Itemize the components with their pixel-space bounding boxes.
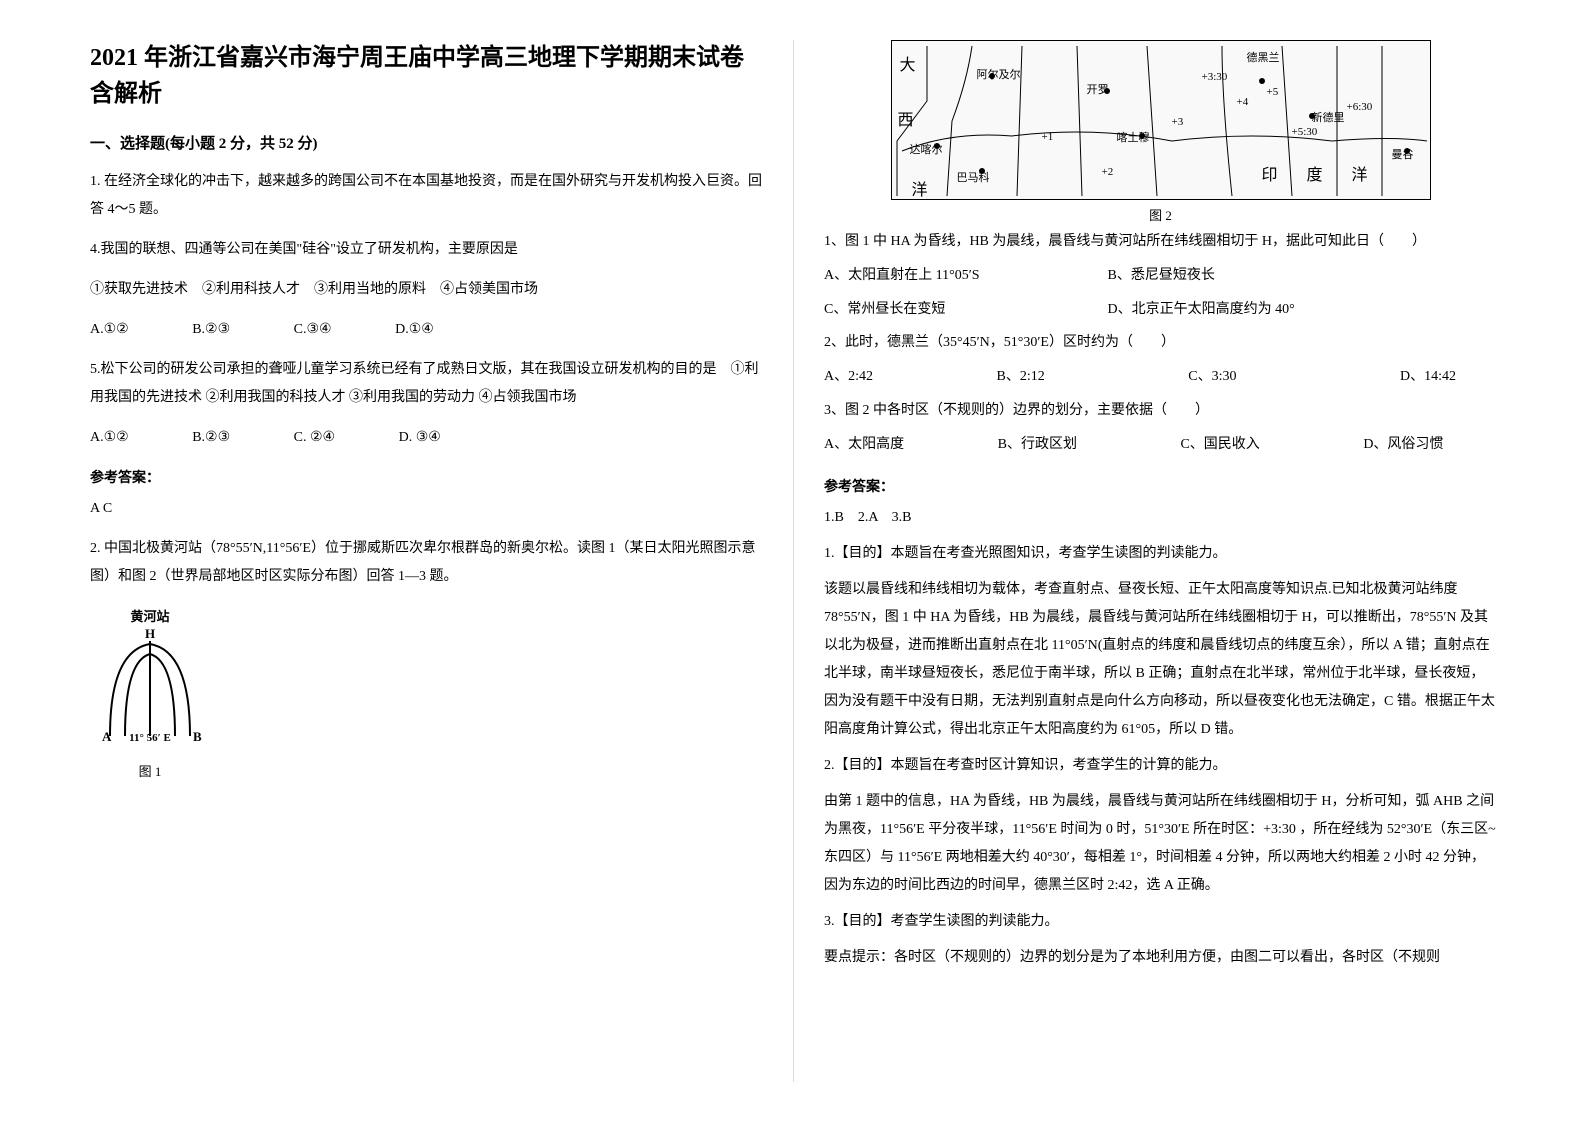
- map-label-plus630: +6:30: [1347, 101, 1373, 113]
- sub-q2-b: B、2:12: [997, 362, 1045, 393]
- section-1-header: 一、选择题(每小题 2 分，共 52 分): [90, 132, 763, 153]
- q4-opt-d: D.①④: [395, 316, 434, 344]
- sub-q1-a: A、太阳直射在上 11°05′S: [824, 261, 1104, 292]
- map-label-cairo: 开罗: [1087, 81, 1109, 97]
- sub-q3-opts: A、太阳高度 B、行政区划 C、国民收入 D、风俗习惯: [824, 430, 1497, 461]
- explain1-body: 该题以晨昏线和纬线相切为载体，考查直射点、昼夜长短、正午太阳高度等知识点.已知北…: [824, 576, 1497, 744]
- sub-q1-d: D、北京正午太阳高度约为 40°: [1108, 302, 1295, 317]
- sub-q3-b: B、行政区划: [998, 430, 1077, 461]
- sub-q1: 1、图 1 中 HA 为昏线，HB 为晨线，晨昏线与黄河站所在纬线圈相切于 H，…: [824, 227, 1497, 258]
- map-label-alger: 阿尔及尔: [977, 66, 1021, 82]
- map-label-khartoum: 喀土穆: [1117, 129, 1150, 145]
- answer-1: A C: [90, 495, 763, 523]
- map-label-plus3: +3: [1172, 116, 1184, 128]
- map-label-plus5: +5: [1267, 86, 1279, 98]
- map-label-plus2: +2: [1102, 166, 1114, 178]
- sub-q2-a: A、2:42: [824, 362, 873, 393]
- sub-q1-opts-cd: C、常州昼长在变短 D、北京正午太阳高度约为 40°: [824, 295, 1497, 326]
- q4-opt-a: A.①②: [90, 316, 129, 344]
- sub-q1-opts-ab: A、太阳直射在上 11°05′S B、悉尼昼短夜长: [824, 261, 1497, 292]
- sub-q3-c: C、国民收入: [1180, 430, 1259, 461]
- explain1-title: 1.【目的】本题旨在考查光照图知识，考查学生读图的判读能力。: [824, 540, 1497, 568]
- answers-line: 1.B 2.A 3.B: [824, 504, 1497, 532]
- fig1-label-bottom: 11° 56′ E: [129, 732, 171, 744]
- sub-q2: 2、此时，德黑兰（35°45′N，51°30′E）区时约为（ ）: [824, 328, 1497, 359]
- figure-2-caption: 图 2: [824, 205, 1497, 224]
- map-label-bamako: 巴马科: [957, 169, 990, 185]
- map-label-xi: 西: [898, 106, 914, 130]
- map-label-plus1: +1: [1042, 131, 1054, 143]
- answer-label-1: 参考答案：: [90, 467, 763, 487]
- figure-2: 大 西 洋 阿尔及尔 达喀尔 巴马科 开罗 喀土穆 +1 +2 +3 +3:30…: [824, 40, 1497, 224]
- explain3-body: 要点提示：各时区（不规则的）边界的划分是为了本地利用方便，由图二可以看出，各时区…: [824, 944, 1497, 972]
- fig1-label-a: A: [102, 729, 112, 744]
- map-label-plus4: +4: [1237, 96, 1249, 108]
- q4-text: 4.我国的联想、四通等公司在美国"硅谷"设立了研发机构，主要原因是: [90, 236, 763, 264]
- map-label-yin: 印: [1262, 161, 1278, 185]
- map-label-da: 大: [900, 51, 916, 75]
- sub-q3-a: A、太阳高度: [824, 430, 904, 461]
- figure-2-map: 大 西 洋 阿尔及尔 达喀尔 巴马科 开罗 喀土穆 +1 +2 +3 +3:30…: [891, 40, 1431, 200]
- map-label-delhi: 新德里: [1312, 109, 1345, 125]
- map-label-dakar: 达喀尔: [910, 141, 943, 157]
- map-label-yang2: 洋: [1352, 161, 1368, 185]
- q5-opt-b: B.②③: [192, 424, 230, 452]
- q4-opt-b: B.②③: [192, 316, 230, 344]
- q4-opt-c: C.③④: [294, 316, 332, 344]
- exam-title: 2021 年浙江省嘉兴市海宁周王庙中学高三地理下学期期末试卷含解析: [90, 40, 763, 112]
- map-label-plus530: +5:30: [1292, 126, 1318, 138]
- sub-q2-opts: A、2:42 B、2:12 C、3:30 D、14:42: [824, 362, 1497, 393]
- q5-options: A.①② B.②③ C. ②④ D. ③④: [90, 424, 763, 452]
- fig1-label-top: 黄河站: [130, 609, 169, 624]
- sub-q1-b: B、悉尼昼短夜长: [1108, 268, 1215, 283]
- sub-q1-c: C、常州昼长在变短: [824, 295, 1104, 326]
- map-label-tehran: 德黑兰: [1247, 49, 1280, 65]
- sub-q2-d: D、14:42: [1400, 369, 1456, 384]
- explain2-title: 2.【目的】本题旨在考查时区计算知识，考查学生的计算的能力。: [824, 752, 1497, 780]
- figure-1: 黄河站 H A B 11° 56′ E 图 1: [90, 606, 763, 780]
- q1-intro: 1. 在经济全球化的冲击下，越来越多的跨国公司不在本国基地投资，而是在国外研究与…: [90, 168, 763, 224]
- explain3-title: 3.【目的】考查学生读图的判读能力。: [824, 908, 1497, 936]
- explain2-body: 由第 1 题中的信息，HA 为昏线，HB 为晨线，晨昏线与黄河站所在纬线圈相切于…: [824, 788, 1497, 900]
- q2-intro: 2. 中国北极黄河站（78°55′N,11°56′E）位于挪威斯匹次卑尔根群岛的…: [90, 535, 763, 591]
- q5-opt-d: D. ③④: [399, 424, 441, 452]
- fig1-label-h: H: [145, 626, 155, 641]
- fig1-label-b: B: [193, 729, 202, 744]
- map-label-plus330: +3:30: [1202, 71, 1228, 83]
- figure-1-caption: 图 1: [90, 761, 210, 780]
- figure-1-svg: 黄河站 H A B 11° 56′ E: [90, 606, 210, 756]
- q5-opt-a: A.①②: [90, 424, 129, 452]
- q4-options: A.①② B.②③ C.③④ D.①④: [90, 316, 763, 344]
- answer-label-2: 参考答案：: [824, 476, 1497, 496]
- q5-text: 5.松下公司的研发公司承担的聋哑儿童学习系统已经有了成熟日文版，其在我国设立研发…: [90, 356, 763, 412]
- sub-q3-d: D、风俗习惯: [1363, 437, 1443, 452]
- map-label-du: 度: [1307, 161, 1323, 185]
- q4-choices: ①获取先进技术 ②利用科技人才 ③利用当地的原料 ④占领美国市场: [90, 276, 763, 304]
- map-label-bangkok: 曼谷: [1392, 146, 1414, 162]
- sub-q2-c: C、3:30: [1188, 362, 1236, 393]
- map-label-yang1: 洋: [912, 176, 928, 200]
- sub-q3: 3、图 2 中各时区（不规则的）边界的划分，主要依据（ ）: [824, 396, 1497, 427]
- q5-opt-c: C. ②④: [294, 424, 335, 452]
